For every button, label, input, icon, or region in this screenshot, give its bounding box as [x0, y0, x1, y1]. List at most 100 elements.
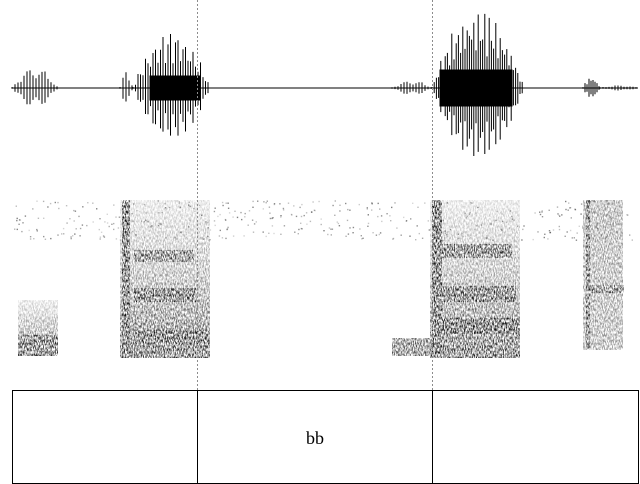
spectrogram-speck — [428, 229, 430, 231]
spectrogram-speck — [629, 234, 631, 236]
spectrogram-speck — [272, 217, 274, 219]
spectrogram-speck — [16, 217, 18, 220]
spectrogram-speck — [273, 232, 275, 235]
spectrogram-speck — [14, 228, 16, 230]
spectrogram-speck — [405, 220, 407, 222]
spectrogram-speck — [219, 213, 221, 216]
spectrogram-speck — [209, 229, 212, 231]
spectrogram-speck — [269, 217, 272, 220]
tier-interval-2-label[interactable]: bb — [306, 428, 324, 448]
spectrogram-speck — [262, 208, 264, 210]
spectrogram-speck — [57, 234, 59, 236]
spectrogram-speck — [271, 225, 274, 227]
spectrogram-speck — [578, 225, 580, 227]
spectrogram-speck — [214, 207, 216, 209]
spectrogram-speck — [74, 210, 77, 212]
spectrogram-speck — [294, 231, 296, 233]
spectrogram-speck — [16, 228, 18, 231]
spectrogram-speck — [349, 209, 351, 211]
spectrogram-speck — [574, 209, 577, 211]
spectrogram-speck — [280, 216, 282, 218]
spectrogram-speck — [366, 208, 368, 210]
spectrogram-speck — [43, 235, 45, 238]
spectrogram-speck — [79, 227, 82, 230]
spectrogram-speck — [575, 239, 578, 241]
spectrogram-speck — [338, 225, 341, 227]
spectrogram-speck — [389, 215, 391, 217]
spectrogram-speck — [320, 218, 322, 220]
spectrogram-speck — [221, 237, 224, 239]
spectrogram-speck — [271, 217, 273, 220]
spectrogram-speck — [247, 224, 249, 226]
spectrogram-speck — [313, 209, 316, 211]
spectrogram-speck — [339, 210, 341, 212]
spectrogram-speck — [102, 235, 105, 237]
spectrogram-speck — [543, 236, 545, 239]
spectrogram-speck — [111, 223, 113, 225]
spectrogram-speck — [306, 223, 308, 225]
spectrogram-speck — [236, 216, 239, 219]
spectrogram-speck — [409, 235, 411, 237]
spectrogram-block-3 — [392, 338, 432, 356]
spectrogram-speck — [564, 235, 566, 237]
spectrogram-speck — [280, 233, 282, 235]
spectrogram-speck — [403, 216, 405, 219]
spectrogram-speck — [234, 210, 236, 212]
spectrogram-speck — [573, 237, 575, 239]
spectrogram-speck — [291, 214, 293, 216]
waveform-core — [439, 69, 513, 107]
spectrogram-speck — [569, 207, 572, 209]
spectrogram-speck — [244, 212, 246, 215]
spectrogram-speck — [79, 235, 81, 237]
spectrogram-speck — [106, 213, 108, 215]
spectrogram-speck — [222, 204, 224, 207]
spectrogram-speck — [16, 219, 18, 222]
spectrogram-speck — [366, 207, 368, 209]
spectrogram-speck — [539, 213, 542, 216]
spectrogram-speck — [298, 228, 300, 231]
spectrogram-speck — [241, 218, 243, 221]
spectrogram-speck — [523, 225, 525, 227]
spectrogram-speck — [571, 237, 573, 239]
spectrogram-speck — [377, 215, 379, 218]
spectrogram-speck — [580, 203, 583, 205]
spectrogram-speck — [257, 200, 259, 202]
spectrogram-speck — [232, 235, 235, 237]
spectrogram-speck — [57, 201, 59, 204]
spectrogram-speck — [416, 225, 418, 227]
spectrogram-block-4 — [430, 200, 520, 358]
spectrogram-speck — [265, 202, 267, 204]
spectrogram-speck — [522, 228, 524, 231]
spectrogram-speck — [282, 209, 285, 211]
spectrogram-speck — [371, 203, 373, 205]
text-tier[interactable]: bb — [12, 390, 639, 484]
spectrogram-speck — [417, 206, 419, 208]
spectrogram-speck — [227, 226, 229, 229]
spectrogram-speck — [576, 232, 578, 234]
spectrogram-speck — [582, 225, 584, 227]
spectrogram-speck — [559, 215, 561, 217]
spectrogram-speck — [99, 236, 102, 238]
spectrogram-speck — [334, 214, 336, 216]
spectrogram-speck — [299, 206, 301, 209]
spectrogram-speck — [318, 200, 320, 203]
spectrogram-speck — [61, 233, 63, 235]
spectrogram-speck — [345, 235, 347, 237]
spectrogram-speck — [569, 229, 572, 232]
spectrogram-speck — [339, 204, 341, 206]
spectrogram-speck — [300, 227, 302, 230]
spectrogram-speck — [337, 222, 340, 225]
spectrogram-speck — [300, 215, 303, 218]
spectrogram-speck — [352, 232, 354, 234]
spectrogram-speck — [63, 233, 65, 235]
waveform-panel — [11, 13, 638, 156]
spectrogram-speck — [100, 231, 103, 233]
spectrogram-speck — [255, 221, 257, 223]
spectrogram-speck — [309, 220, 312, 223]
spectrogram-speck — [225, 219, 227, 221]
spectrogram-speck — [580, 213, 582, 215]
spectrogram-speck — [301, 203, 303, 206]
spectrogram-speck — [19, 219, 22, 221]
spectrogram-speck — [72, 235, 74, 237]
